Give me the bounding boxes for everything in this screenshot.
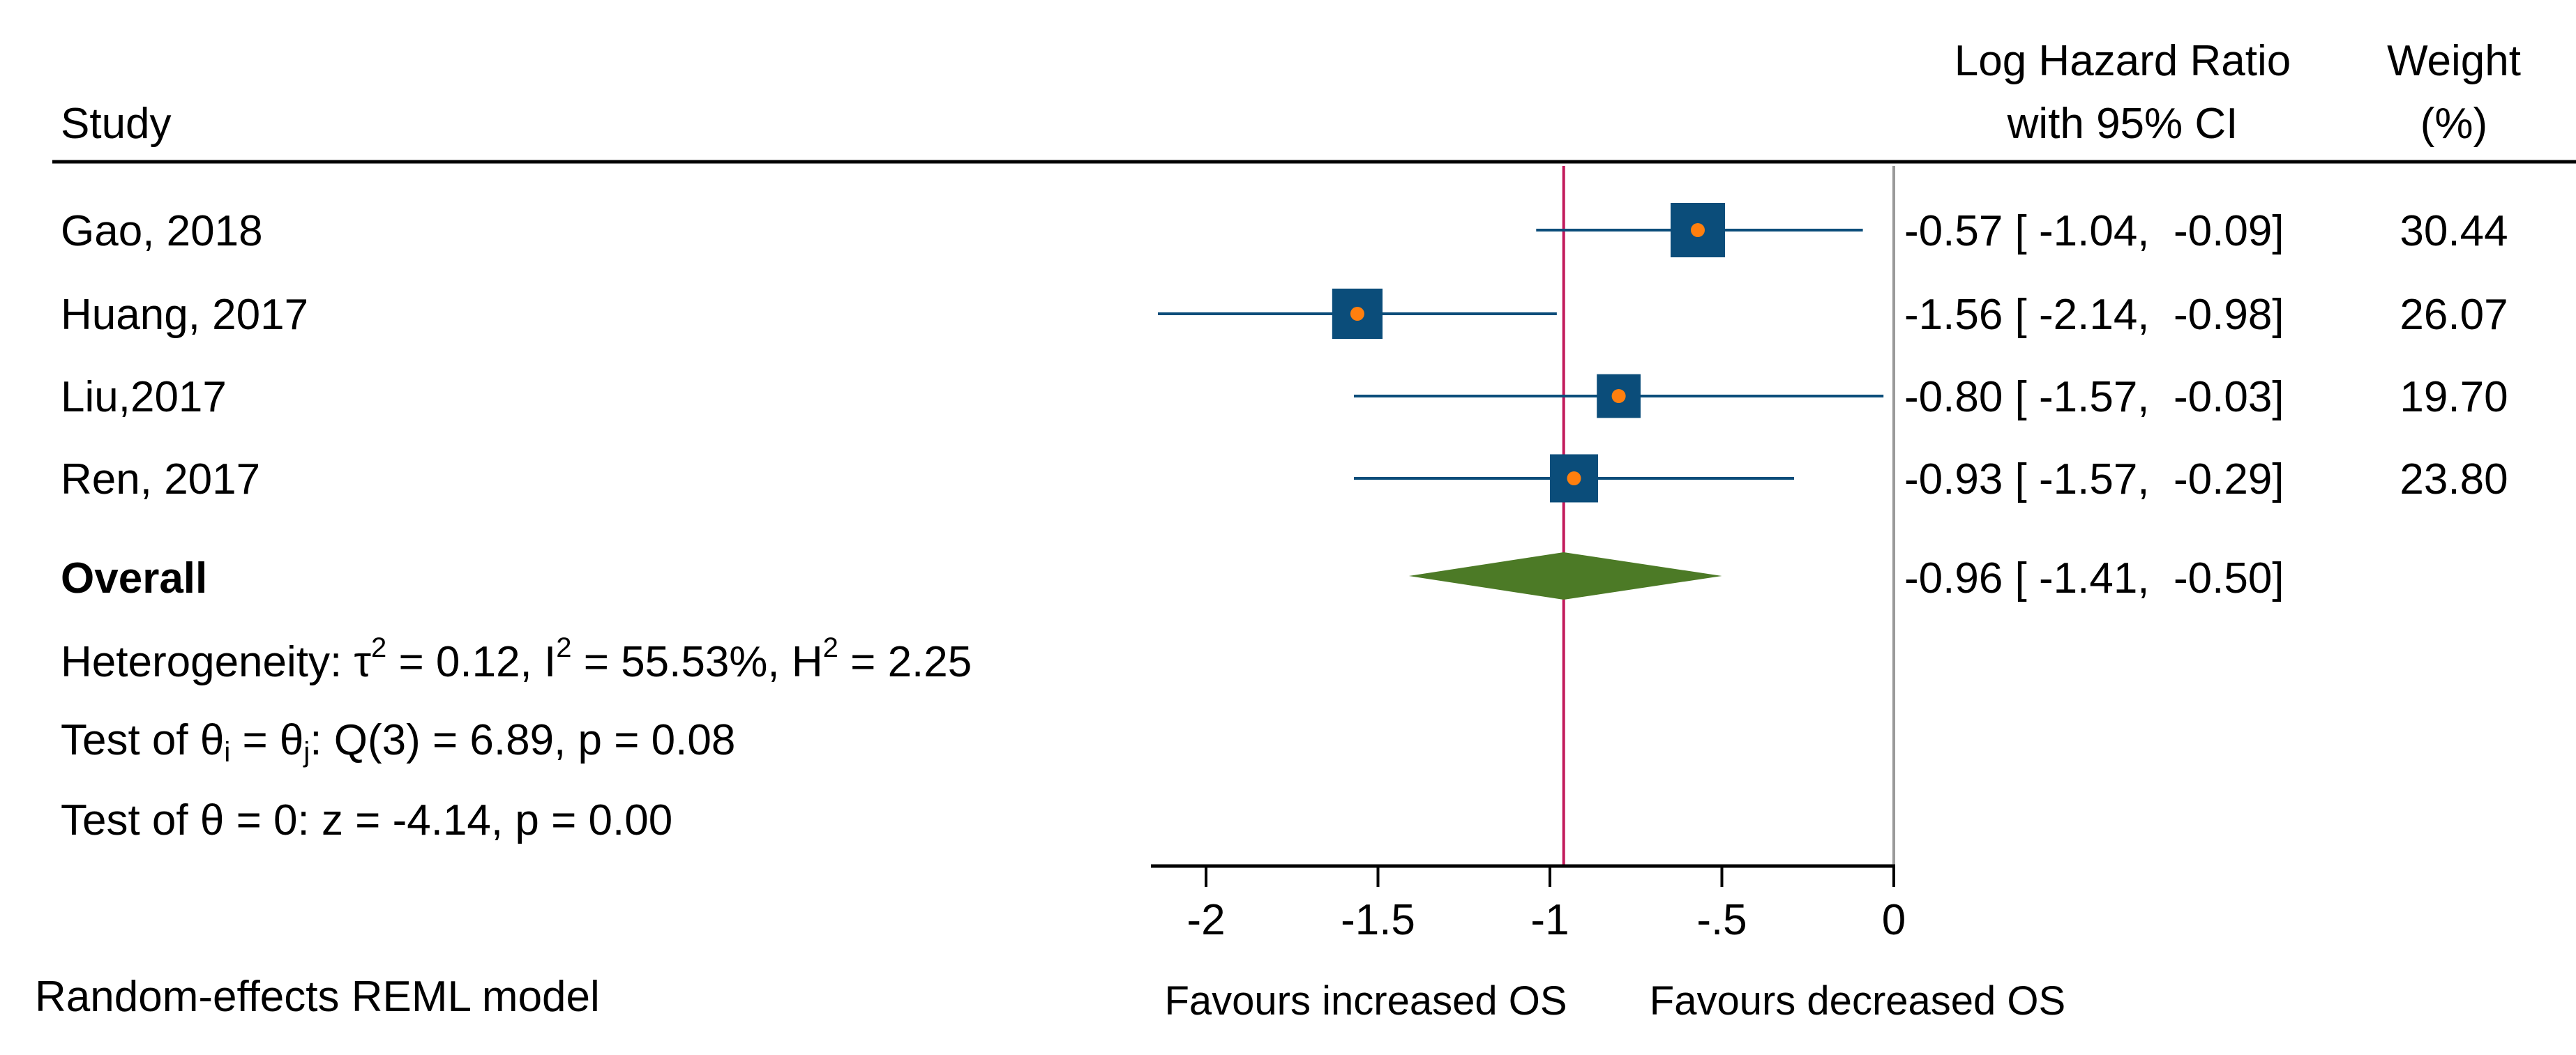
study-point-estimate: [1690, 223, 1705, 237]
study-name: Gao, 2018: [61, 207, 263, 255]
study-ci-text: -0.80 [ -1.57, -0.03]: [1904, 373, 2284, 421]
x-tick-label: -2: [1187, 896, 1225, 944]
study-ci-text: -0.93 [ -1.57, -0.29]: [1904, 455, 2284, 503]
study-point-estimate: [1350, 307, 1364, 321]
study-ci-text: -0.57 [ -1.04, -0.09]: [1904, 207, 2284, 255]
study-weight-text: 19.70: [2400, 373, 2508, 421]
study-name: Ren, 2017: [61, 455, 260, 503]
study-name: Huang, 2017: [61, 291, 308, 339]
study-rows: Gao, 2018 -0.57 [ -1.04, -0.09] 30.44 Huang…: [61, 203, 2508, 503]
header-weight-line1: Weight: [2387, 37, 2521, 85]
overall-ci-text: -0.96 [ -1.41, -0.50]: [1904, 554, 2284, 602]
header-study: Study: [61, 100, 172, 148]
study-point-estimate: [1611, 389, 1626, 403]
x-tick-label: 0: [1882, 896, 1906, 944]
x-tick-label: -1: [1530, 896, 1569, 944]
header-effect-line2: with 95% CI: [2007, 100, 2238, 148]
overall-label: Overall: [61, 554, 207, 602]
overall-diamond: [1408, 552, 1722, 600]
study-name: Liu,2017: [61, 373, 227, 421]
study-weight-text: 26.07: [2400, 291, 2508, 339]
study-ci-text: -1.56 [ -2.14, -0.98]: [1904, 291, 2284, 339]
header-effect-line1: Log Hazard Ratio: [1954, 37, 2291, 85]
study-weight-text: 23.80: [2400, 455, 2508, 503]
heterogeneity-text: Heterogeneity: τ2 = 0.12, I2 = 55.53%, H…: [61, 632, 972, 686]
study-point-estimate: [1567, 471, 1581, 485]
overall-test-text: Test of θ = 0: z = -4.14, p = 0.00: [61, 796, 672, 844]
header-weight-line2: (%): [2420, 100, 2487, 148]
x-tick-label: -1.5: [1341, 896, 1415, 944]
homogeneity-test-text: Test of θi = θj: Q(3) = 6.89, p = 0.08: [61, 716, 735, 768]
x-axis-ticks: -2 -1.5 -1 -.5 0: [1187, 866, 1906, 944]
model-note: Random-effects REML model: [35, 973, 600, 1021]
x-tick-label: -.5: [1696, 896, 1747, 944]
study-weight-text: 30.44: [2400, 207, 2508, 255]
favours-right-label: Favours decreased OS: [1650, 978, 2065, 1024]
favours-left-label: Favours increased OS: [1164, 978, 1567, 1024]
